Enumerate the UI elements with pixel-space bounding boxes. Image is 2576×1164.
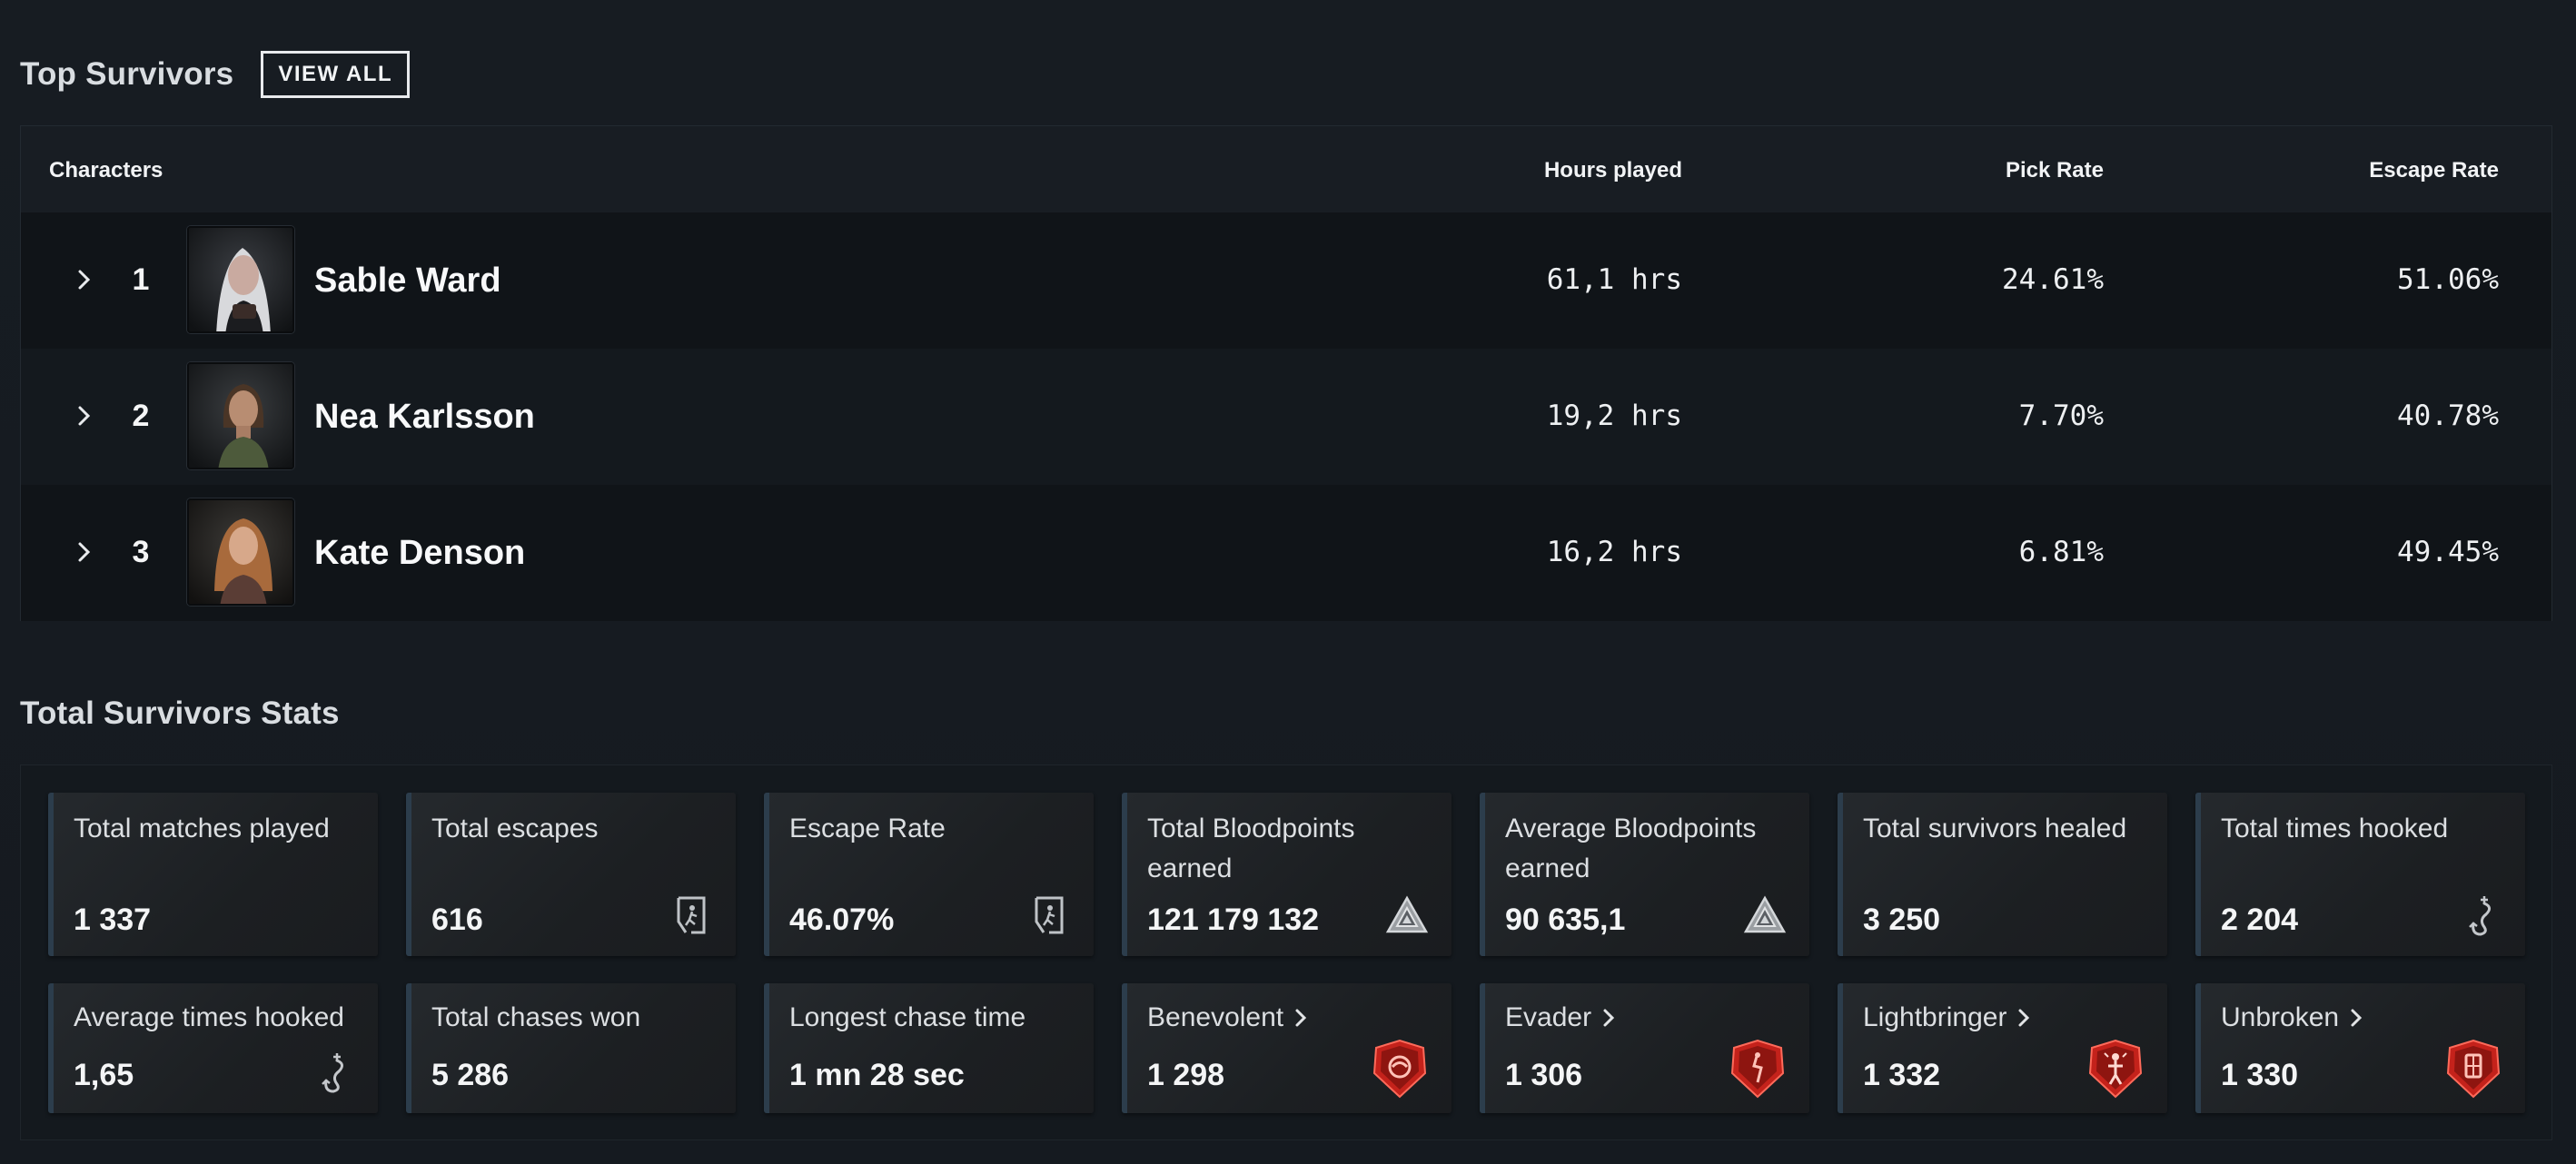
pick-rate-value: 6.81% (2018, 536, 2104, 568)
character-portrait (187, 362, 294, 469)
column-header-hours-played: Hours played (1543, 158, 1682, 182)
pick-rate-value: 24.61% (2002, 263, 2104, 296)
hook-icon (2456, 891, 2505, 940)
stat-card-chases-won: Total chases won 5 286 (406, 983, 736, 1113)
table-row[interactable]: 1 Sable Ward 61,1 hrs 24.61% 51.06% (21, 212, 2551, 349)
hours-played-value: 19,2 hrs (1546, 400, 1682, 432)
character-name: Kate Denson (314, 534, 526, 572)
stats-grid: Total matches played 1 337 Total escapes… (20, 764, 2552, 1140)
table-header: Characters Hours played Pick Rate Escape… (21, 126, 2551, 212)
expand-chevron-icon[interactable] (66, 534, 103, 570)
evader-emblem-icon (1726, 1037, 1789, 1100)
total-stats-title: Total Survivors Stats (20, 695, 340, 731)
unbroken-link[interactable]: Unbroken (2221, 998, 2493, 1038)
stat-value: 121 179 132 (1147, 903, 1320, 937)
stat-card-times-hooked: Total times hooked 2 204 (2195, 793, 2525, 956)
stat-card-longest-chase: Longest chase time 1 mn 28 sec (764, 983, 1094, 1113)
character-portrait (187, 498, 294, 606)
escape-rate-value: 51.06% (2397, 263, 2499, 296)
column-header-characters: Characters (49, 158, 163, 182)
stat-label: Lightbringer (1863, 1002, 2007, 1032)
stat-card-escape-rate: Escape Rate 46.07% (764, 793, 1094, 956)
stat-card-average-hooked: Average times hooked 1,65 (48, 983, 378, 1113)
stat-value: 1 332 (1863, 1058, 1941, 1092)
stat-card-total-matches: Total matches played 1 337 (48, 793, 378, 956)
chevron-right-icon (1602, 1008, 1615, 1028)
stat-card-total-bloodpoints: Total Bloodpoints earned 121 179 132 (1122, 793, 1451, 956)
character-name: Sable Ward (314, 261, 501, 300)
stat-value: 90 635,1 (1505, 903, 1626, 937)
expand-chevron-icon[interactable] (66, 398, 103, 434)
row-rank: 1 (132, 262, 150, 297)
stat-card-survivors-healed: Total survivors healed 3 250 (1838, 793, 2167, 956)
top-survivors-table: Characters Hours played Pick Rate Escape… (20, 125, 2552, 621)
column-header-pick-rate: Pick Rate (2005, 158, 2104, 182)
unbroken-emblem-icon (2442, 1037, 2505, 1100)
stat-value: 1 306 (1505, 1058, 1583, 1092)
stat-card-unbroken[interactable]: Unbroken 1 330 (2195, 983, 2525, 1113)
stat-value: 2 204 (2221, 903, 2299, 937)
stat-value: 616 (431, 903, 483, 937)
stat-card-lightbringer[interactable]: Lightbringer 1 332 (1838, 983, 2167, 1113)
stat-label: Total survivors healed (1863, 814, 2127, 843)
column-header-escape-rate: Escape Rate (2369, 158, 2499, 182)
row-rank: 3 (132, 535, 150, 569)
stat-value: 3 250 (1863, 903, 1941, 937)
pick-rate-value: 7.70% (2018, 400, 2104, 432)
stat-value: 46.07% (789, 903, 895, 937)
benevolent-link[interactable]: Benevolent (1147, 998, 1420, 1038)
stat-card-total-escapes: Total escapes 616 (406, 793, 736, 956)
stat-label: Total Bloodpoints earned (1147, 814, 1355, 883)
stat-label: Total matches played (74, 814, 330, 843)
stat-label: Benevolent (1147, 1002, 1284, 1032)
stat-value: 1 330 (2221, 1058, 2299, 1092)
stat-card-benevolent[interactable]: Benevolent 1 298 (1122, 983, 1451, 1113)
bloodpoints-icon (1382, 891, 1432, 940)
character-portrait (187, 226, 294, 333)
stat-value: 1,65 (74, 1058, 134, 1092)
exit-door-icon (667, 891, 716, 940)
table-row[interactable]: 2 Nea Karlsson 19,2 hrs 7.70% 40.78% (21, 349, 2551, 485)
stat-value: 1 298 (1147, 1058, 1225, 1092)
stat-value: 5 286 (431, 1058, 510, 1092)
top-survivors-header: Top Survivors VIEW ALL (20, 51, 411, 98)
expand-chevron-icon[interactable] (66, 261, 103, 298)
exit-door-icon (1025, 891, 1074, 940)
stat-value: 1 337 (74, 903, 152, 937)
stat-value: 1 mn 28 sec (789, 1058, 965, 1092)
chevron-right-icon (2017, 1008, 2030, 1028)
hook-icon (309, 1048, 358, 1097)
stat-label: Longest chase time (789, 1002, 1026, 1032)
stat-label: Escape Rate (789, 814, 946, 843)
top-survivors-title: Top Survivors (20, 56, 234, 92)
row-rank: 2 (132, 399, 150, 433)
lightbringer-link[interactable]: Lightbringer (1863, 998, 2135, 1038)
lightbringer-emblem-icon (2084, 1037, 2147, 1100)
stat-label: Total chases won (431, 1002, 641, 1032)
hours-played-value: 61,1 hrs (1546, 263, 1682, 296)
stat-label: Average times hooked (74, 1002, 344, 1032)
escape-rate-value: 49.45% (2397, 536, 2499, 568)
chevron-right-icon (2350, 1008, 2363, 1028)
view-all-button[interactable]: VIEW ALL (261, 51, 411, 98)
bloodpoints-icon (1740, 891, 1789, 940)
chevron-right-icon (1294, 1008, 1307, 1028)
stat-card-average-bloodpoints: Average Bloodpoints earned 90 635,1 (1480, 793, 1809, 956)
total-stats-header: Total Survivors Stats (20, 690, 340, 737)
character-name: Nea Karlsson (314, 398, 535, 436)
evader-link[interactable]: Evader (1505, 998, 1778, 1038)
stat-label: Total times hooked (2221, 814, 2449, 843)
stat-label: Evader (1505, 1002, 1592, 1032)
table-row[interactable]: 3 Kate Denson 16,2 hrs 6.81% 49.45% (21, 485, 2551, 621)
benevolent-emblem-icon (1368, 1037, 1432, 1100)
hours-played-value: 16,2 hrs (1546, 536, 1682, 568)
stat-label: Total escapes (431, 814, 599, 843)
stat-card-evader[interactable]: Evader 1 306 (1480, 983, 1809, 1113)
stat-label: Unbroken (2221, 1002, 2340, 1032)
stat-label: Average Bloodpoints earned (1505, 814, 1757, 883)
escape-rate-value: 40.78% (2397, 400, 2499, 432)
